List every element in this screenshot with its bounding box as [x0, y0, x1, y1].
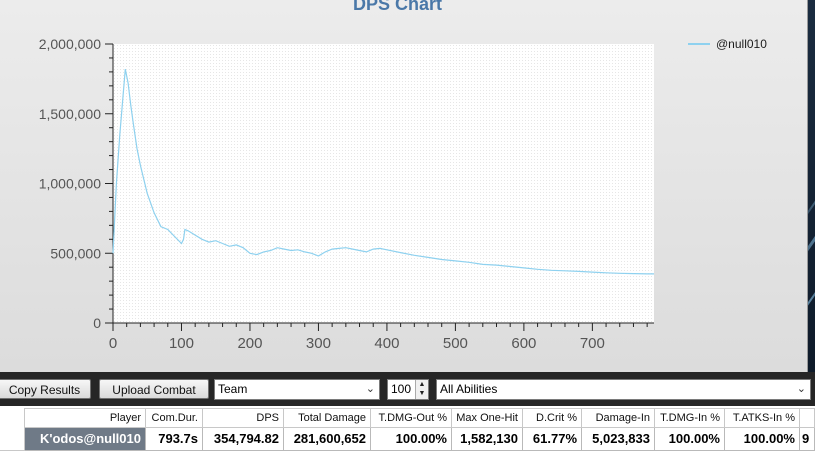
max-one-hit-cell[interactable]: 1,582,130 — [452, 428, 523, 451]
chevron-down-icon[interactable]: ⌄ — [365, 383, 375, 395]
column-header-extra[interactable] — [800, 408, 815, 428]
tdmg-out-cell[interactable]: 100.00% — [371, 428, 452, 451]
x-tick-label: 600 — [511, 335, 536, 352]
player-cell[interactable]: K'odos@null010 — [25, 428, 146, 451]
column-header-d-crit[interactable]: D.Crit % — [523, 408, 582, 428]
chevron-down-icon[interactable]: ⌄ — [796, 383, 806, 395]
column-header-tdmg-out[interactable]: T.DMG-Out % — [371, 408, 452, 428]
x-tick-label: 0 — [109, 335, 117, 352]
y-tick-label: 1,000,000 — [39, 176, 101, 192]
chart-panel: 0 500,000 1,000,000 1,500,000 2,000,000 0 100 2… — [0, 0, 808, 372]
column-header-tatks-in[interactable]: T.ATKS-In % — [725, 408, 800, 428]
column-header-dps[interactable]: DPS — [203, 408, 284, 428]
column-header-tdmg-in[interactable]: T.DMG-In % — [655, 408, 725, 428]
extra-cell[interactable]: 9 — [800, 428, 815, 451]
d-crit-cell[interactable]: 61.77% — [523, 428, 582, 451]
count-spinner[interactable]: 100 ▲ ▼ — [387, 379, 429, 400]
column-header-max-one-hit[interactable]: Max One-Hit — [452, 408, 523, 428]
count-spinner-value: 100 — [391, 382, 412, 396]
x-tick-label: 400 — [374, 335, 399, 352]
team-select-value: Team — [218, 382, 248, 396]
legend-label: @null010 — [716, 37, 767, 51]
x-tick-label: 100 — [169, 335, 194, 352]
table-header-row: Player Com.Dur. DPS Total Damage T.DMG-O… — [0, 408, 815, 428]
series-line-null010 — [112, 68, 654, 275]
y-tick-label: 2,000,000 — [39, 36, 101, 52]
table-row[interactable]: K'odos@null010 793.7s 354,794.82 281,600… — [0, 428, 815, 451]
tdmg-in-cell[interactable]: 100.00% — [655, 428, 725, 451]
damage-in-cell[interactable]: 5,023,833 — [582, 428, 655, 451]
row-header-corner — [0, 408, 25, 451]
y-tick-label: 0 — [93, 315, 101, 331]
x-tick-label: 300 — [306, 335, 331, 352]
upload-combat-button[interactable]: Upload Combat — [99, 379, 209, 399]
axes — [105, 43, 654, 331]
com-dur-cell[interactable]: 793.7s — [146, 428, 203, 451]
tick-labels: 0 500,000 1,000,000 1,500,000 2,000,000 0 100 2… — [39, 36, 605, 352]
y-tick-label: 500,000 — [50, 245, 101, 261]
dps-chart: 0 500,000 1,000,000 1,500,000 2,000,000 0 100 2… — [39, 36, 654, 352]
column-header-player[interactable]: Player — [25, 408, 146, 428]
spinner-arrows-icon[interactable]: ▲ ▼ — [415, 380, 428, 399]
x-tick-label: 500 — [443, 335, 468, 352]
team-select[interactable]: Team ⌄ — [214, 379, 380, 400]
results-table: Player Com.Dur. DPS Total Damage T.DMG-O… — [0, 406, 815, 467]
column-header-total-damage[interactable]: Total Damage — [284, 408, 371, 428]
tatks-in-cell[interactable]: 100.00% — [725, 428, 800, 451]
x-tick-label: 200 — [237, 335, 262, 352]
y-tick-label: 1,500,000 — [39, 106, 101, 122]
plot-area — [113, 44, 654, 323]
abilities-select[interactable]: All Abilities ⌄ — [436, 379, 811, 400]
toolbar: Copy Results Upload Combat Team ⌄ 100 ▲ ▼… — [0, 372, 815, 406]
column-header-damage-in[interactable]: Damage-In — [582, 408, 655, 428]
chart-legend: @null010 — [688, 36, 767, 52]
total-damage-cell[interactable]: 281,600,652 — [284, 428, 371, 451]
x-tick-label: 700 — [580, 335, 605, 352]
abilities-select-value: All Abilities — [440, 382, 498, 396]
chart-title: DPS Chart — [352, 0, 442, 14]
copy-results-button[interactable]: Copy Results — [0, 379, 91, 399]
column-header-com-dur[interactable]: Com.Dur. — [146, 408, 203, 428]
legend-swatch — [688, 43, 710, 45]
dps-cell[interactable]: 354,794.82 — [203, 428, 284, 451]
